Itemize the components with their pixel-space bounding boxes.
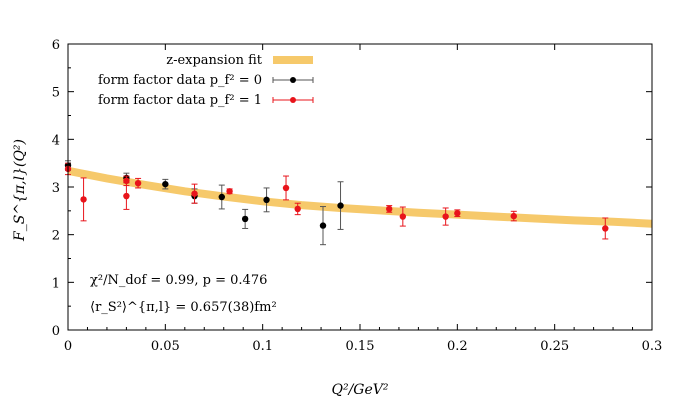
y-tick-label: 2: [52, 229, 60, 244]
x-tick-label: 0.25: [540, 339, 569, 354]
fit-band-layer: [67, 166, 653, 228]
x-tick-label: 0.15: [346, 339, 375, 354]
y-tick-label: 5: [52, 86, 60, 101]
y-axis-title: F_S^{π,l}(Q²): [12, 139, 28, 242]
data-point-pf0: [319, 206, 327, 246]
data-point-pf1: [123, 182, 130, 210]
data-point-pf0: [263, 187, 270, 213]
data-point-pf1: [399, 206, 407, 227]
data-point-pf1: [80, 177, 87, 222]
fit-band: [67, 166, 653, 228]
y-tick-label: 0: [52, 324, 60, 339]
data-point-pf1: [294, 202, 301, 216]
legend-label-pf0: form factor data p_f² = 0: [98, 73, 262, 88]
legend-label-fit: z-expansion fit: [166, 53, 263, 68]
ticks-layer: 0 0.05 0.1 0.15 0.2 0.25 0.3 0 1 2 3 4 5 6: [52, 38, 663, 354]
chi-squared-annotation: χ²/N_dof = 0.99, p = 0.476: [90, 273, 267, 288]
data-point-pf0: [218, 184, 225, 210]
x-axis-label: Q²/GeV²: [332, 382, 389, 398]
x-tick-label: 0: [64, 339, 72, 354]
legend-swatch-fit: [273, 56, 313, 64]
data-point-pf1: [134, 177, 142, 189]
x-tick-label: 0.1: [252, 339, 273, 354]
legend-swatch-pf1: [272, 97, 314, 103]
legend-swatch-pf0: [272, 77, 314, 83]
data-point-pf0: [162, 178, 169, 190]
legend: z-expansion fit form factor data p_f² = …: [98, 53, 314, 108]
data-point-pf1: [454, 209, 461, 218]
data-point-pf1: [226, 188, 233, 195]
legend-label-pf1: form factor data p_f² = 1: [98, 93, 262, 108]
y-tick-label: 3: [52, 181, 60, 196]
y-tick-label: 4: [52, 133, 60, 148]
x-tick-label: 0.3: [642, 339, 663, 354]
data-point-pf1: [282, 175, 290, 201]
data-point-pf0: [337, 181, 344, 230]
x-axis-title: Q²/GeV²: [332, 382, 389, 398]
y-tick-label: 6: [52, 38, 60, 53]
data-point-pf0: [241, 208, 249, 229]
data-point-pf1: [191, 183, 198, 204]
data-point-pf1: [510, 210, 517, 222]
y-axis-label: F_S^{π,l}(Q²): [12, 139, 28, 242]
data-point-pf1: [386, 205, 393, 213]
data-points-layer: [64, 160, 609, 246]
x-tick-label: 0.2: [447, 339, 468, 354]
y-tick-label: 1: [52, 276, 60, 291]
x-tick-label: 0.05: [151, 339, 180, 354]
radius-annotation: ⟨r_S²⟩^{π,l} = 0.657(38)fm²: [90, 300, 277, 315]
data-point-pf1: [442, 207, 449, 226]
data-point-pf1: [602, 217, 609, 240]
